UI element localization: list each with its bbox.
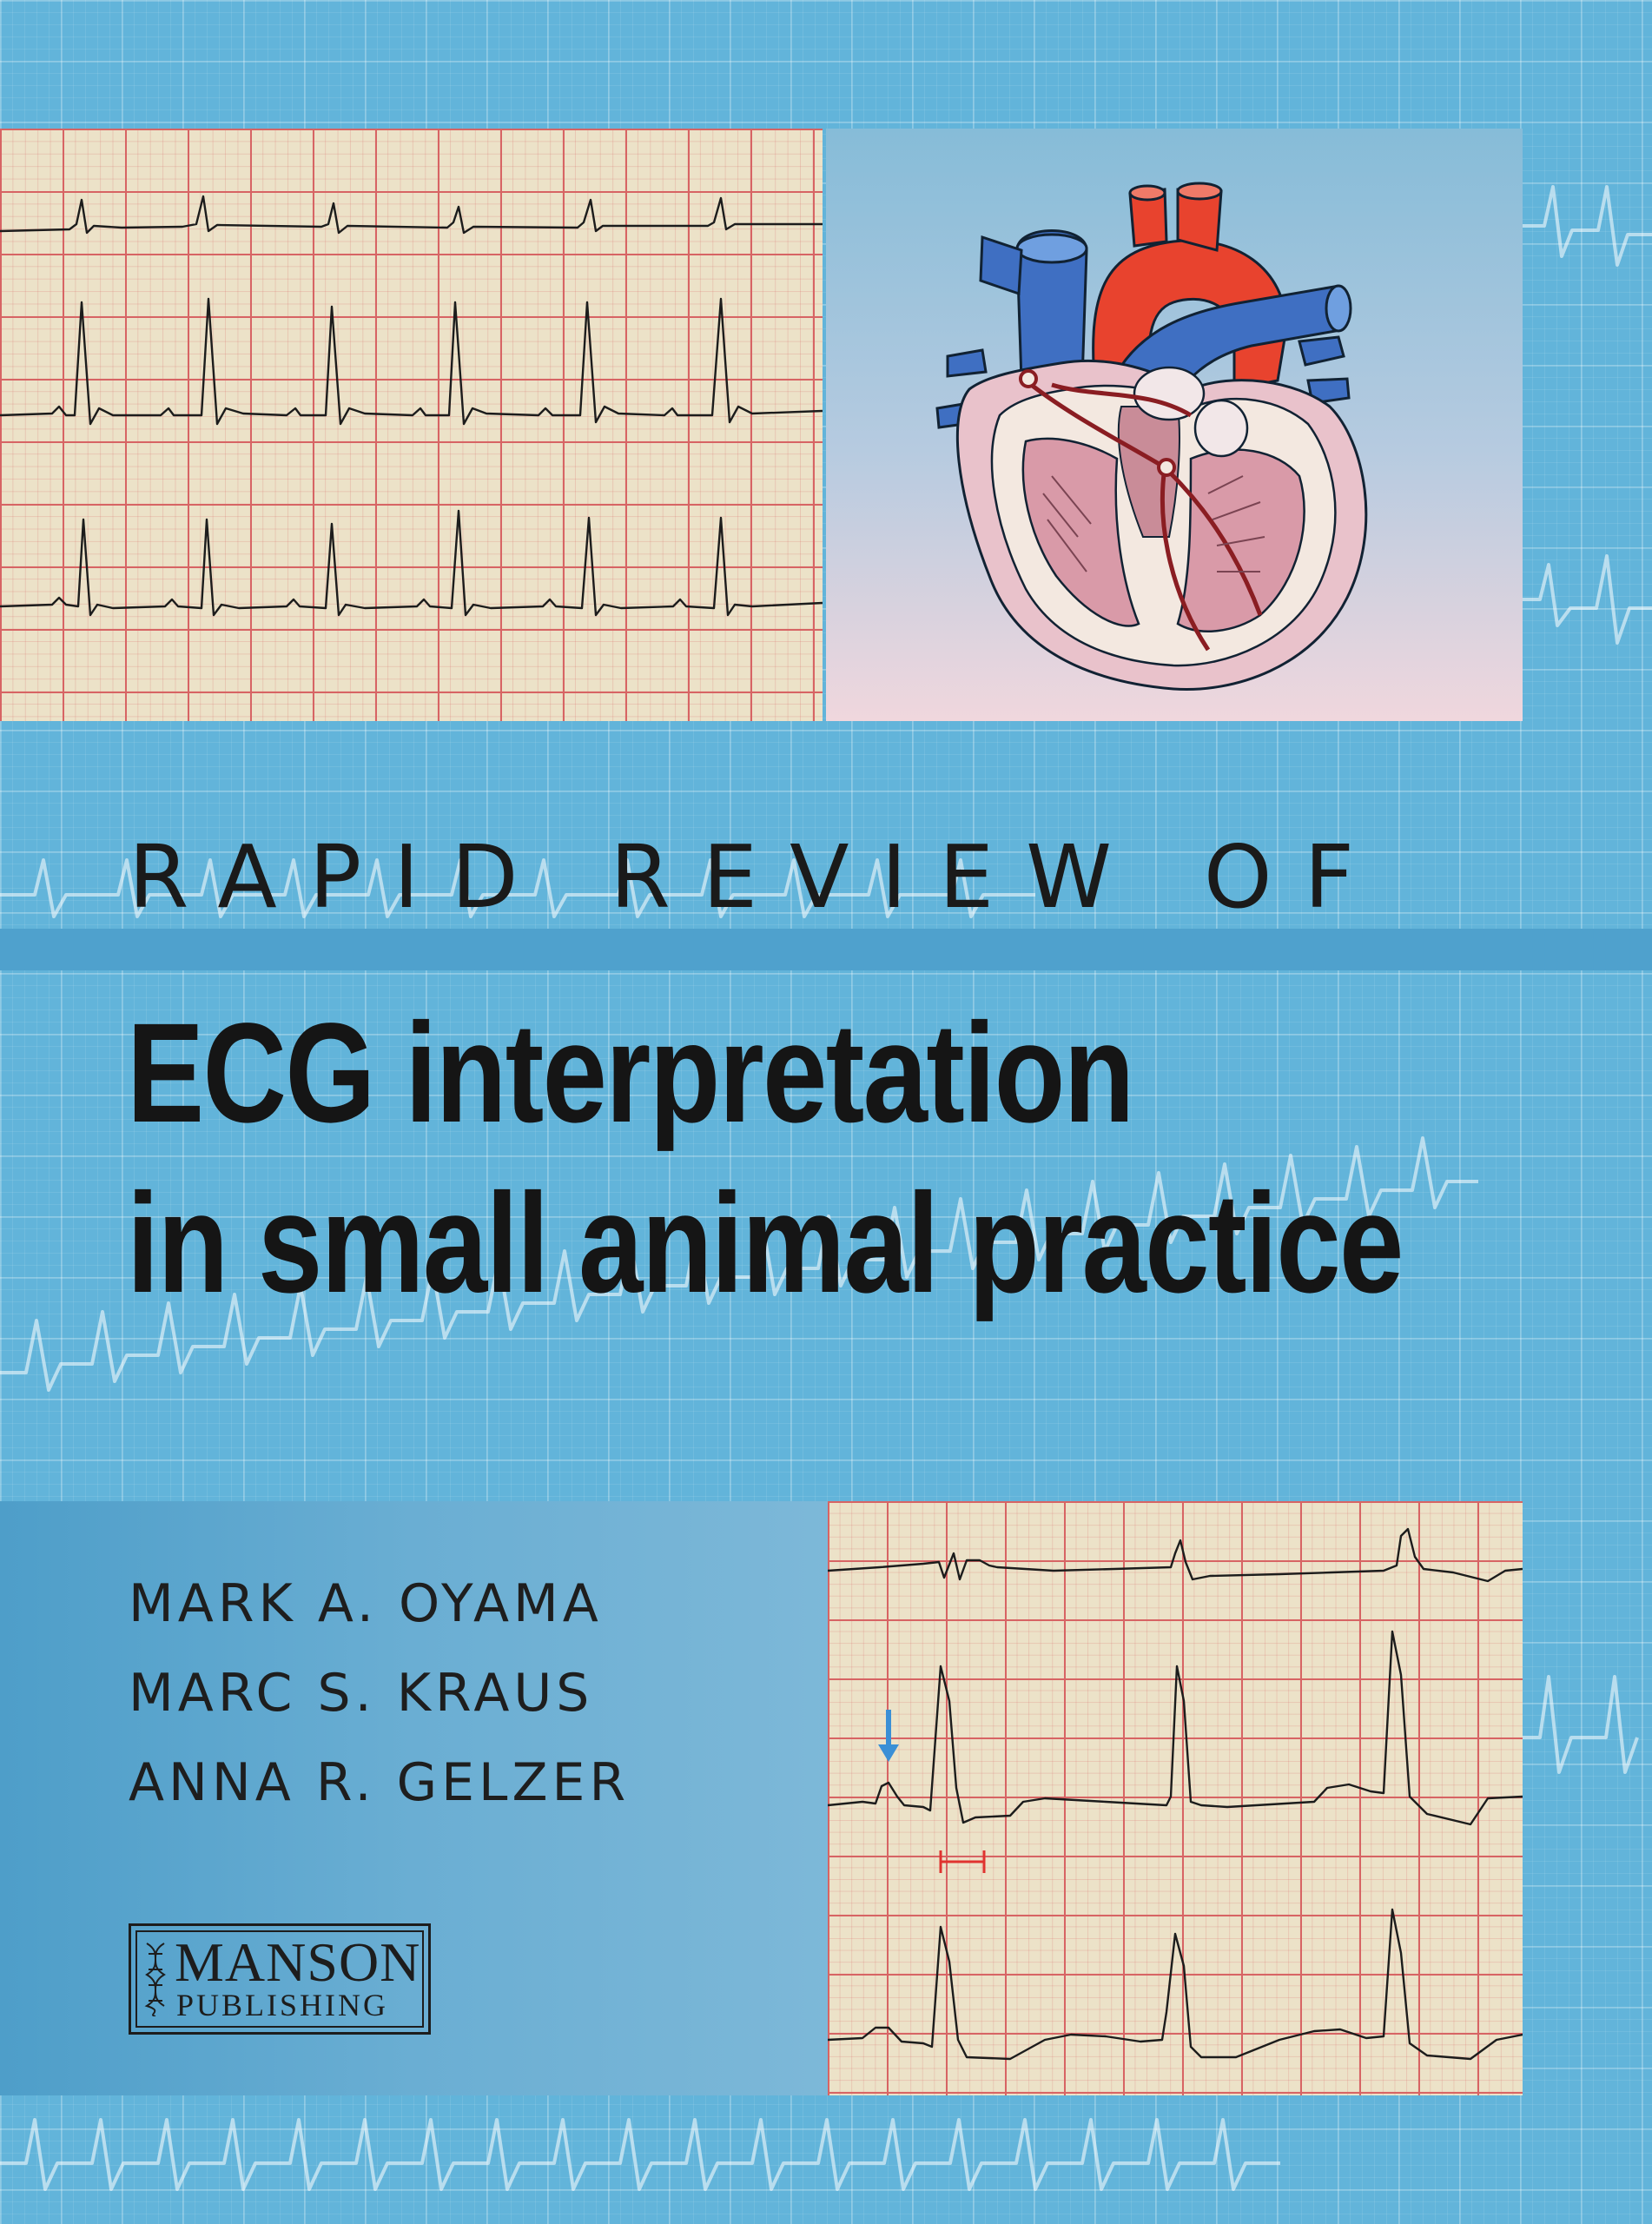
bg-trace-band-upper [0,858,1035,918]
ecg-lead-bottom [828,1908,1523,2061]
publisher-logo-frame [135,1930,424,2028]
ecg-lead-2 [0,297,823,426]
author-name: MARK A. OYAMA [129,1573,603,1634]
ecg-strip-top [0,129,823,721]
title-divider-band [0,929,1652,970]
bg-trace-bottom [0,2118,1280,2191]
ecg-lead-3 [0,509,823,617]
author-name: ANNA R. GELZER [129,1752,631,1813]
heart-anatomy-illustration [935,182,1368,692]
publisher-logo-mark [144,1943,166,2016]
author-list: MARK A. OYAMA MARC S. KRAUS ANNA R. GELZ… [129,1559,630,1828]
ecg-trace-bottom [828,1527,1523,2061]
book-title-line-2: in small animal practice [127,1163,1404,1322]
ecg-strip-bottom [828,1501,1523,2095]
ecg-lead-middle [828,1630,1523,1826]
bg-trace-right-lower [1523,1675,1639,1774]
book-title-line-1: ECG interpretation [127,993,1134,1152]
bg-trace-band-middle [0,1136,1478,1392]
title-prefix: RAPID REVIEW OF [129,826,1387,928]
author-name: MARC S. KRAUS [129,1663,594,1724]
publisher-subtitle: PUBLISHING [176,1988,389,2022]
publisher-name: MANSON [175,1931,421,1993]
publisher-logo: MANSON PUBLISHING [129,1923,431,2035]
annotation-arrow-icon [878,1710,899,1762]
bg-trace-upper-right [1523,185,1652,267]
authors-panel [0,1501,828,2095]
book-title: ECG interpretation in small animal pract… [127,988,1404,1328]
interval-marker [939,1850,986,1873]
bg-trace-right-mid [1523,554,1652,645]
ecg-lead-1 [0,195,823,235]
heart-illustration-panel [826,129,1523,721]
ecg-trace-top [0,195,823,617]
ecg-lead-top [828,1527,1523,1583]
